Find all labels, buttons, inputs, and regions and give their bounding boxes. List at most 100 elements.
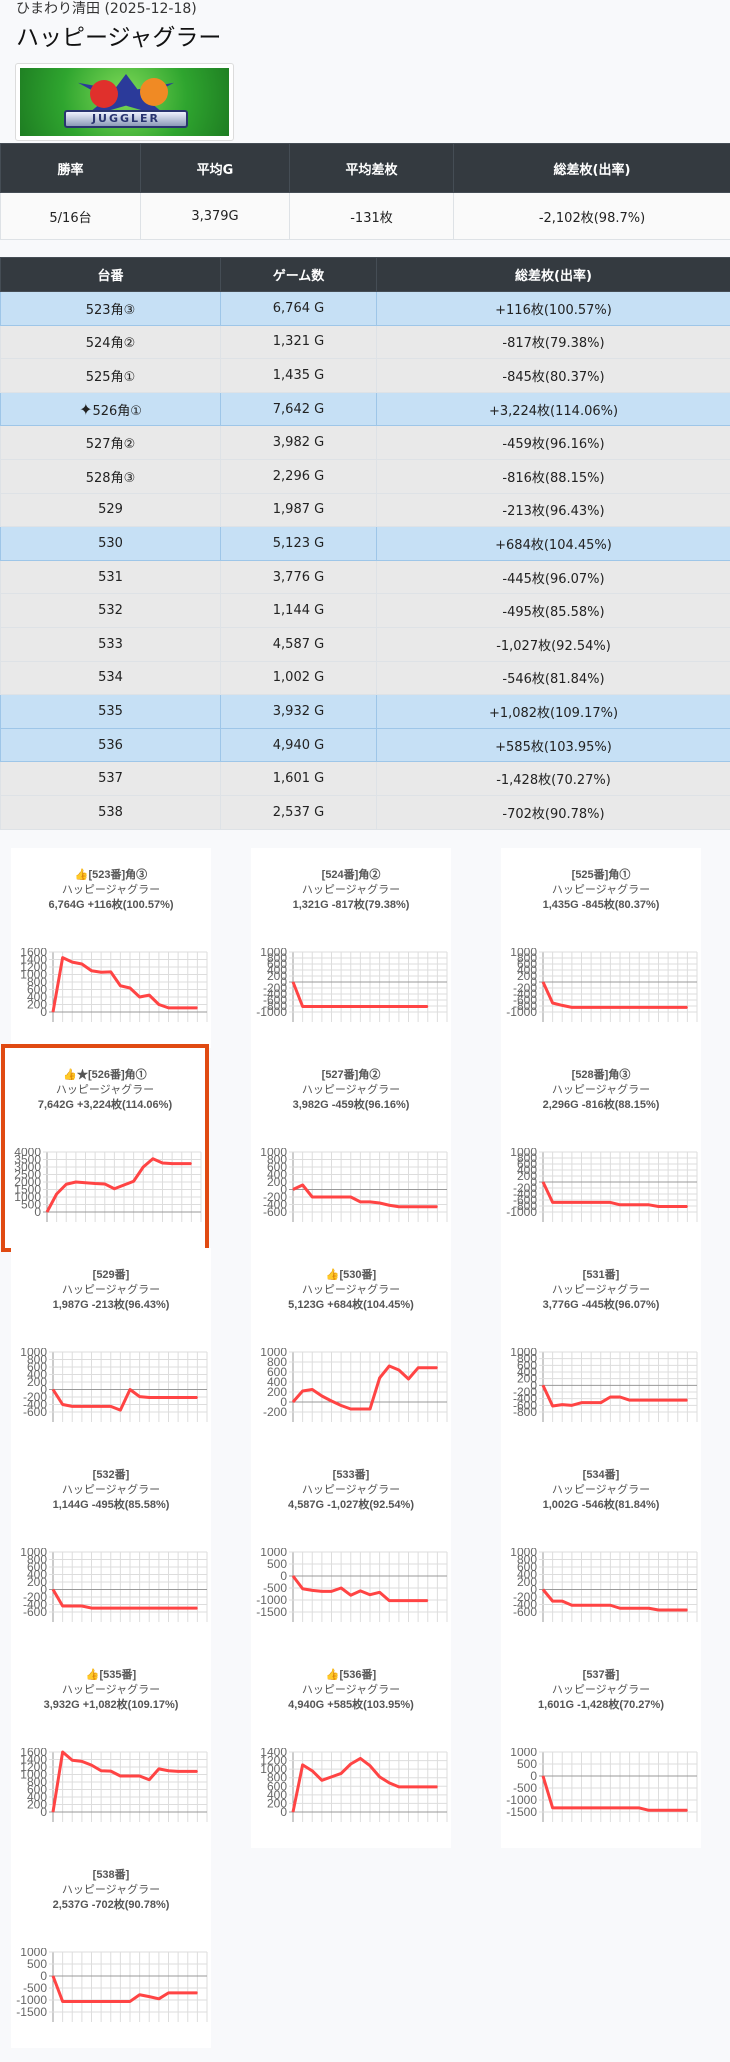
data-point bbox=[638, 1204, 640, 1206]
machine-number: ✦526角① bbox=[0, 391, 221, 427]
machine-chart-card[interactable]: 👍[535番] ハッピージャグラー 3,932G +1,082枚(109.17%) 0… bbox=[11, 1648, 211, 1848]
machine-logo: JUGGLER bbox=[15, 63, 234, 141]
machine-row[interactable]: 533 4,587 G -1,027枚(92.54%) bbox=[0, 626, 730, 662]
machine-chart-card[interactable]: [537番] ハッピージャグラー 1,601G -1,428枚(70.27%) -15… bbox=[501, 1648, 701, 1848]
y-tick-label: 1000 bbox=[14, 1190, 41, 1204]
data-point bbox=[590, 1604, 592, 1606]
machine-chart-card[interactable]: [524番]角② ハッピージャグラー 1,321G -817枚(79.38%) -10… bbox=[251, 848, 451, 1048]
machine-row[interactable]: 527角② 3,982 G -459枚(96.16%) bbox=[0, 425, 730, 460]
machine-games: 1,321 G bbox=[220, 324, 377, 360]
data-point bbox=[571, 1807, 573, 1809]
chart-heading: 👍★[526番]角① ハッピージャグラー 7,642G +3,224枚(114.06… bbox=[5, 1068, 205, 1113]
machine-row[interactable]: ✦526角① 7,642 G +3,224枚(114.06%) bbox=[0, 391, 730, 427]
machine-row[interactable]: 538 2,537 G -702枚(90.78%) bbox=[0, 794, 730, 830]
data-point bbox=[408, 1006, 409, 1008]
data-point bbox=[110, 971, 112, 973]
machine-chart-card[interactable]: [533番] ハッピージャグラー 4,587G -1,027枚(92.54%) -15… bbox=[251, 1448, 451, 1648]
data-point bbox=[667, 1205, 669, 1207]
data-point bbox=[408, 1600, 409, 1602]
chart-stats: 3,982G -459枚(96.16%) bbox=[292, 1099, 410, 1111]
data-point bbox=[340, 1587, 342, 1589]
y-tick-label: 200 bbox=[267, 1796, 287, 1810]
y-tick-label: -200 bbox=[513, 1181, 537, 1195]
y-tick-label: 1200 bbox=[20, 960, 47, 974]
machine-number: 538 bbox=[0, 794, 221, 830]
data-point bbox=[187, 1007, 189, 1009]
machine-row[interactable]: 536 4,940 G +585枚(103.95%) bbox=[0, 727, 730, 763]
data-point bbox=[686, 1006, 688, 1008]
data-point bbox=[148, 994, 150, 996]
data-point bbox=[638, 1006, 640, 1008]
machine-number-text: 528角③ bbox=[85, 470, 136, 486]
machine-row[interactable]: 537 1,601 G -1,428枚(70.27%) bbox=[0, 761, 730, 796]
data-point bbox=[658, 1609, 659, 1611]
y-tick-label: 0 bbox=[280, 975, 287, 989]
y-tick-label: 1200 bbox=[20, 1760, 47, 1774]
chart-title: [530番] bbox=[339, 1269, 377, 1281]
machine-row[interactable]: 531 3,776 G -445枚(96.07%) bbox=[0, 559, 730, 595]
machine-number-text: 523角③ bbox=[85, 302, 136, 318]
data-point bbox=[667, 1006, 669, 1008]
y-tick-label: -600 bbox=[263, 1205, 287, 1219]
machine-row[interactable]: 525角① 1,435 G -845枚(80.37%) bbox=[0, 358, 730, 393]
data-point bbox=[187, 1396, 189, 1398]
data-point bbox=[311, 1389, 313, 1390]
data-point bbox=[71, 1605, 73, 1607]
y-tick-label: 1400 bbox=[20, 1753, 47, 1767]
machine-row[interactable]: 535 3,932 G +1,082枚(109.17%) bbox=[0, 694, 730, 729]
y-tick-label: -400 bbox=[23, 1398, 47, 1412]
chart-subtitle: ハッピージャグラー bbox=[301, 884, 401, 896]
chart-stats: 1,435G -845枚(80.37%) bbox=[542, 899, 660, 911]
thumbs-up-icon: 👍 bbox=[74, 869, 89, 881]
machine-row[interactable]: 534 1,002 G -546枚(81.84%) bbox=[0, 660, 730, 696]
machine-chart-card[interactable]: [532番] ハッピージャグラー 1,144G -495枚(85.58%) -600-… bbox=[11, 1448, 211, 1648]
y-tick-label: -600 bbox=[513, 1398, 537, 1412]
data-point bbox=[398, 1786, 400, 1788]
average-diff: -131枚 bbox=[289, 192, 454, 240]
machine-chart-card[interactable]: 👍[530番] ハッピージャグラー 5,123G +684枚(104.45%) -20… bbox=[251, 1248, 451, 1448]
data-point bbox=[561, 1600, 563, 1602]
data-point bbox=[629, 1607, 631, 1609]
machine-chart-card[interactable]: [528番]角③ ハッピージャグラー 2,296G -816枚(88.15%) -10… bbox=[501, 1048, 701, 1248]
data-point bbox=[162, 1162, 163, 1164]
data-point bbox=[436, 1786, 438, 1788]
chart-stats: 1,987G -213枚(96.43%) bbox=[52, 1299, 170, 1311]
y-tick-label: 0 bbox=[280, 1183, 287, 1197]
machine-row[interactable]: 528角③ 2,296 G -816枚(88.15%) bbox=[0, 458, 730, 494]
y-tick-label: 1000 bbox=[20, 1768, 47, 1782]
machine-row[interactable]: 529 1,987 G -213枚(96.43%) bbox=[0, 492, 730, 528]
machine-chart-card[interactable]: [529番] ハッピージャグラー 1,987G -213枚(96.43%) -600-… bbox=[11, 1248, 211, 1448]
machine-chart-card[interactable]: 👍[536番] ハッピージャグラー 4,940G +585枚(103.95%) 0 20… bbox=[251, 1648, 451, 1848]
y-tick-label: 0 bbox=[40, 1969, 47, 1983]
machine-row[interactable]: 524角② 1,321 G -817枚(79.38%) bbox=[0, 324, 730, 360]
machine-row[interactable]: 532 1,144 G -495枚(85.58%) bbox=[0, 593, 730, 628]
y-tick-label: 600 bbox=[517, 1560, 537, 1574]
data-point bbox=[609, 1807, 611, 1809]
y-tick-label: -1000 bbox=[506, 1793, 537, 1807]
data-point bbox=[331, 1776, 332, 1778]
machine-row[interactable]: 523角③ 6,764 G +116枚(100.57%) bbox=[0, 291, 730, 326]
machine-diff: +1,082枚(109.17%) bbox=[376, 694, 730, 729]
data-point bbox=[667, 1609, 669, 1611]
data-point bbox=[436, 1367, 438, 1369]
machine-chart-card[interactable]: [534番] ハッピージャグラー 1,002G -546枚(81.84%) -600-… bbox=[501, 1448, 701, 1648]
data-point bbox=[542, 1775, 544, 1777]
machine-chart-card[interactable]: [525番]角① ハッピージャグラー 1,435G -845枚(80.37%) -10… bbox=[501, 848, 701, 1048]
data-point bbox=[571, 1404, 573, 1406]
y-tick-label: 0 bbox=[530, 1769, 537, 1783]
machine-chart-card[interactable]: [531番] ハッピージャグラー 3,776G -445枚(96.07%) -800-… bbox=[501, 1248, 701, 1448]
data-point bbox=[119, 1607, 121, 1609]
machine-chart-card[interactable]: 👍★[526番]角① ハッピージャグラー 7,642G +3,224枚(114.06… bbox=[1, 1044, 209, 1252]
series-line bbox=[541, 1181, 688, 1208]
machine-row[interactable]: 530 5,123 G +684枚(104.45%) bbox=[0, 526, 730, 561]
data-point bbox=[119, 1409, 121, 1411]
data-point bbox=[62, 2000, 64, 2002]
summary-header: 勝率 bbox=[0, 143, 141, 193]
machine-chart-card[interactable]: 👍[523番]角③ ハッピージャグラー 6,764G +116枚(100.57%) 0… bbox=[11, 848, 211, 1048]
machine-chart-card[interactable]: [538番] ハッピージャグラー 2,537G -702枚(90.78%) -1500… bbox=[11, 1848, 211, 2048]
machine-chart-card[interactable]: [527番]角② ハッピージャグラー 3,982G -459枚(96.16%) -60… bbox=[251, 1048, 451, 1248]
data-point bbox=[158, 1396, 160, 1398]
star-icon: ★ bbox=[77, 1069, 88, 1081]
chart-subtitle: ハッピージャグラー bbox=[551, 1684, 651, 1696]
